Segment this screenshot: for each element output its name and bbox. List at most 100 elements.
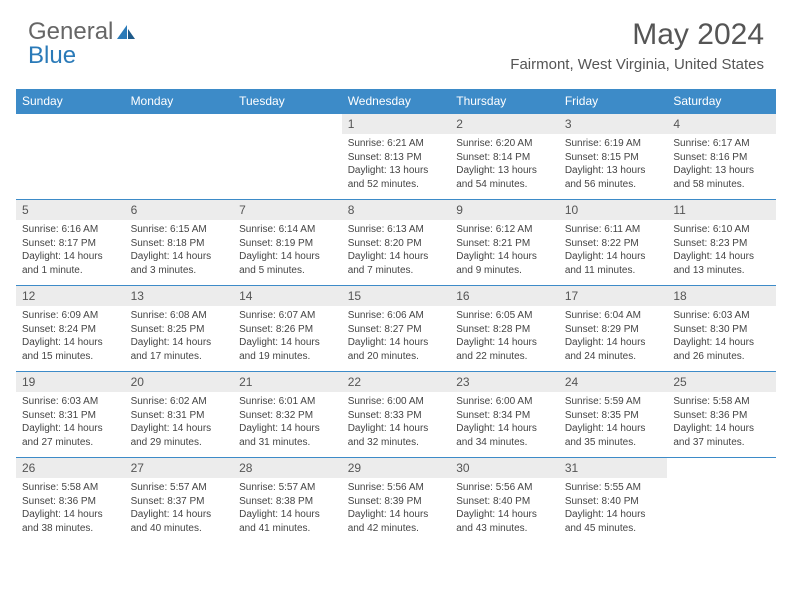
sunset-text: Sunset: 8:17 PM — [22, 237, 119, 251]
dow-header-row: SundayMondayTuesdayWednesdayThursdayFrid… — [16, 89, 776, 114]
sunrise-text: Sunrise: 6:19 AM — [565, 137, 662, 151]
logo-sail-icon — [115, 23, 137, 41]
day-number: 16 — [450, 286, 559, 307]
sunset-text: Sunset: 8:15 PM — [565, 151, 662, 165]
day-number — [233, 114, 342, 135]
daylight-text: Daylight: 14 hours and 34 minutes. — [456, 422, 553, 449]
sunrise-text: Sunrise: 6:14 AM — [239, 223, 336, 237]
daydata-row: Sunrise: 6:16 AMSunset: 8:17 PMDaylight:… — [16, 220, 776, 286]
sunset-text: Sunset: 8:29 PM — [565, 323, 662, 337]
day-number: 3 — [559, 114, 668, 135]
sunset-text: Sunset: 8:34 PM — [456, 409, 553, 423]
day-number: 13 — [125, 286, 234, 307]
day-cell: Sunrise: 6:17 AMSunset: 8:16 PMDaylight:… — [667, 134, 776, 200]
sunrise-text: Sunrise: 6:03 AM — [673, 309, 770, 323]
day-cell: Sunrise: 6:13 AMSunset: 8:20 PMDaylight:… — [342, 220, 451, 286]
sunset-text: Sunset: 8:30 PM — [673, 323, 770, 337]
day-number: 23 — [450, 372, 559, 393]
sunset-text: Sunset: 8:36 PM — [673, 409, 770, 423]
daylight-text: Daylight: 13 hours and 58 minutes. — [673, 164, 770, 191]
daylight-text: Daylight: 14 hours and 40 minutes. — [131, 508, 228, 535]
day-number: 28 — [233, 458, 342, 479]
day-number: 24 — [559, 372, 668, 393]
day-cell — [125, 134, 234, 200]
daynum-row: 1234 — [16, 114, 776, 135]
sunrise-text: Sunrise: 6:12 AM — [456, 223, 553, 237]
sunrise-text: Sunrise: 6:00 AM — [348, 395, 445, 409]
day-cell: Sunrise: 6:05 AMSunset: 8:28 PMDaylight:… — [450, 306, 559, 372]
daylight-text: Daylight: 14 hours and 19 minutes. — [239, 336, 336, 363]
daylight-text: Daylight: 13 hours and 54 minutes. — [456, 164, 553, 191]
daylight-text: Daylight: 13 hours and 52 minutes. — [348, 164, 445, 191]
daylight-text: Daylight: 14 hours and 38 minutes. — [22, 508, 119, 535]
day-number: 5 — [16, 200, 125, 221]
day-cell — [16, 134, 125, 200]
day-number: 11 — [667, 200, 776, 221]
sunset-text: Sunset: 8:27 PM — [348, 323, 445, 337]
daynum-row: 12131415161718 — [16, 286, 776, 307]
day-number — [667, 458, 776, 479]
sunset-text: Sunset: 8:16 PM — [673, 151, 770, 165]
sunrise-text: Sunrise: 5:56 AM — [348, 481, 445, 495]
day-number: 18 — [667, 286, 776, 307]
day-cell: Sunrise: 6:03 AMSunset: 8:30 PMDaylight:… — [667, 306, 776, 372]
sunset-text: Sunset: 8:39 PM — [348, 495, 445, 509]
day-number: 19 — [16, 372, 125, 393]
calendar-body: SundayMondayTuesdayWednesdayThursdayFrid… — [16, 89, 776, 543]
dow-header: Thursday — [450, 89, 559, 114]
day-cell: Sunrise: 6:06 AMSunset: 8:27 PMDaylight:… — [342, 306, 451, 372]
sunset-text: Sunset: 8:40 PM — [456, 495, 553, 509]
day-cell: Sunrise: 6:04 AMSunset: 8:29 PMDaylight:… — [559, 306, 668, 372]
day-cell: Sunrise: 6:09 AMSunset: 8:24 PMDaylight:… — [16, 306, 125, 372]
daydata-row: Sunrise: 6:09 AMSunset: 8:24 PMDaylight:… — [16, 306, 776, 372]
daylight-text: Daylight: 13 hours and 56 minutes. — [565, 164, 662, 191]
daylight-text: Daylight: 14 hours and 9 minutes. — [456, 250, 553, 277]
day-number: 2 — [450, 114, 559, 135]
sunrise-text: Sunrise: 6:10 AM — [673, 223, 770, 237]
day-number: 17 — [559, 286, 668, 307]
sunrise-text: Sunrise: 6:05 AM — [456, 309, 553, 323]
sunset-text: Sunset: 8:35 PM — [565, 409, 662, 423]
daylight-text: Daylight: 14 hours and 22 minutes. — [456, 336, 553, 363]
day-cell: Sunrise: 6:16 AMSunset: 8:17 PMDaylight:… — [16, 220, 125, 286]
day-number: 26 — [16, 458, 125, 479]
sunrise-text: Sunrise: 6:03 AM — [22, 395, 119, 409]
sunset-text: Sunset: 8:32 PM — [239, 409, 336, 423]
sunrise-text: Sunrise: 5:55 AM — [565, 481, 662, 495]
day-cell: Sunrise: 6:20 AMSunset: 8:14 PMDaylight:… — [450, 134, 559, 200]
daylight-text: Daylight: 14 hours and 45 minutes. — [565, 508, 662, 535]
day-cell: Sunrise: 6:10 AMSunset: 8:23 PMDaylight:… — [667, 220, 776, 286]
sunset-text: Sunset: 8:18 PM — [131, 237, 228, 251]
day-number: 7 — [233, 200, 342, 221]
dow-header: Wednesday — [342, 89, 451, 114]
daylight-text: Daylight: 14 hours and 7 minutes. — [348, 250, 445, 277]
sunset-text: Sunset: 8:14 PM — [456, 151, 553, 165]
sunset-text: Sunset: 8:37 PM — [131, 495, 228, 509]
day-cell: Sunrise: 6:03 AMSunset: 8:31 PMDaylight:… — [16, 392, 125, 458]
sunrise-text: Sunrise: 5:56 AM — [456, 481, 553, 495]
daylight-text: Daylight: 14 hours and 20 minutes. — [348, 336, 445, 363]
day-number: 29 — [342, 458, 451, 479]
daynum-row: 262728293031 — [16, 458, 776, 479]
dow-header: Saturday — [667, 89, 776, 114]
sunrise-text: Sunrise: 6:06 AM — [348, 309, 445, 323]
day-cell: Sunrise: 5:57 AMSunset: 8:37 PMDaylight:… — [125, 478, 234, 543]
sunrise-text: Sunrise: 5:57 AM — [239, 481, 336, 495]
location-text: Fairmont, West Virginia, United States — [510, 56, 764, 73]
day-number: 4 — [667, 114, 776, 135]
day-number — [125, 114, 234, 135]
day-cell: Sunrise: 6:15 AMSunset: 8:18 PMDaylight:… — [125, 220, 234, 286]
sunrise-text: Sunrise: 6:13 AM — [348, 223, 445, 237]
sunset-text: Sunset: 8:20 PM — [348, 237, 445, 251]
day-number: 30 — [450, 458, 559, 479]
sunset-text: Sunset: 8:13 PM — [348, 151, 445, 165]
sunset-text: Sunset: 8:23 PM — [673, 237, 770, 251]
daylight-text: Daylight: 14 hours and 5 minutes. — [239, 250, 336, 277]
sunrise-text: Sunrise: 6:20 AM — [456, 137, 553, 151]
daylight-text: Daylight: 14 hours and 31 minutes. — [239, 422, 336, 449]
dow-header: Tuesday — [233, 89, 342, 114]
sunrise-text: Sunrise: 6:08 AM — [131, 309, 228, 323]
day-cell: Sunrise: 5:57 AMSunset: 8:38 PMDaylight:… — [233, 478, 342, 543]
daylight-text: Daylight: 14 hours and 37 minutes. — [673, 422, 770, 449]
day-cell: Sunrise: 6:19 AMSunset: 8:15 PMDaylight:… — [559, 134, 668, 200]
